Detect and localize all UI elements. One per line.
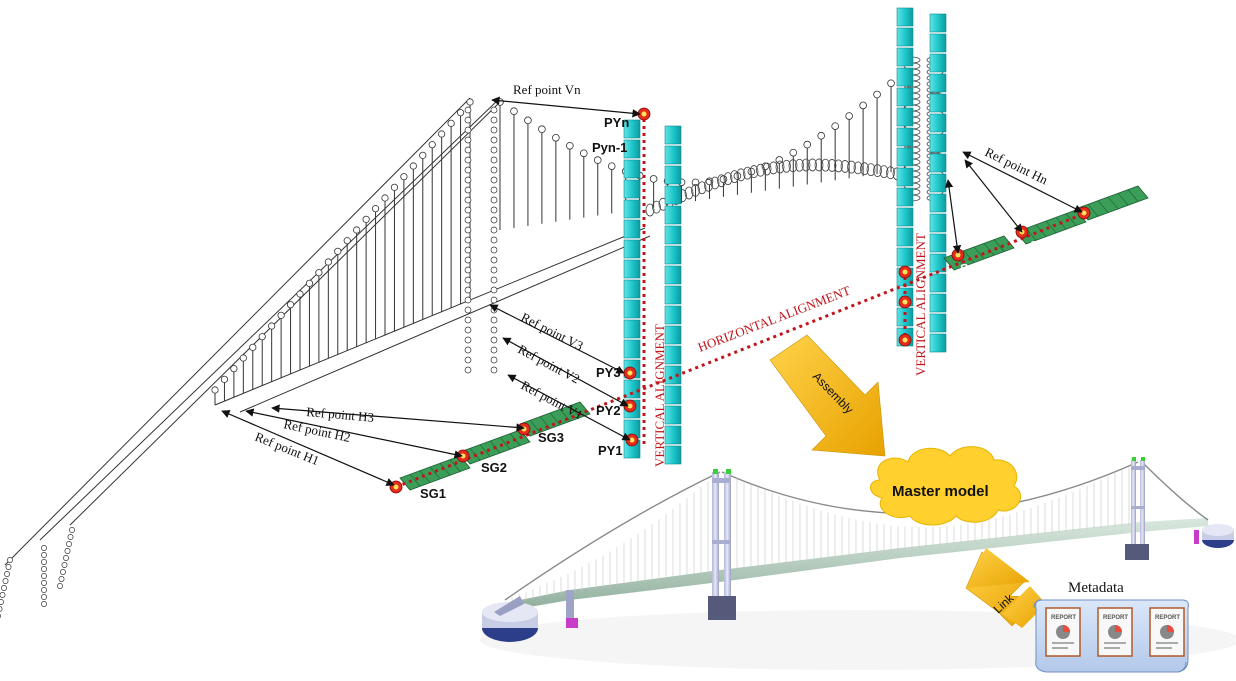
vertical-alignment-label-right: VERTICAL ALIGNMENT	[913, 233, 928, 376]
pylon-marker-py3: PY3	[596, 365, 621, 380]
metadata-title: Metadata	[1068, 580, 1124, 596]
horizontal-alignment-label: HORIZONTAL ALIGNMENT	[696, 283, 853, 355]
report-label: REPORT	[1103, 615, 1128, 621]
segment-label-sg2: SG2	[481, 460, 507, 475]
vertical-alignment-label-left: VERTICAL ALIGNMENT	[652, 324, 667, 467]
pylon-marker-pyn: PYn	[604, 115, 629, 130]
assembly-arrow: Assembly	[769, 334, 886, 457]
link-arrow: Link	[965, 548, 1046, 628]
segment-label-sg3: SG3	[538, 430, 564, 445]
metadata-panel: Metadata REPORT REPORT REPORT	[1033, 580, 1189, 673]
ref-point-h3-label: Ref point H3	[306, 404, 375, 425]
report-icons: REPORT REPORT REPORT	[1045, 607, 1185, 657]
pylon-marker-py2: PY2	[596, 403, 621, 418]
pylon-marker-py1: PY1	[598, 443, 623, 458]
wireframe-bridge	[4, 72, 906, 566]
segment-label-sg1: SG1	[420, 486, 446, 501]
ref-point-hn-label: Ref point Hn	[983, 144, 1051, 187]
pylon-marker-pyn-1: Pyn-1	[592, 140, 627, 155]
ref-point-arrows	[221, 96, 1083, 486]
segment-label-sgn-1: SGn-1	[1030, 238, 1068, 253]
master-model-label: Master model	[892, 483, 989, 500]
segment-label-sgn-2: SGn-2	[960, 261, 998, 276]
ref-point-vn-label: Ref point Vn	[513, 82, 581, 97]
master-model-cloud: Master model	[870, 446, 1021, 526]
segment-label-sgn: SGn	[1092, 222, 1119, 237]
report-label: REPORT	[1155, 615, 1180, 621]
report-label: REPORT	[1051, 615, 1076, 621]
horizontal-alignment-line	[395, 211, 1087, 489]
right-pylon-segments	[896, 7, 947, 353]
